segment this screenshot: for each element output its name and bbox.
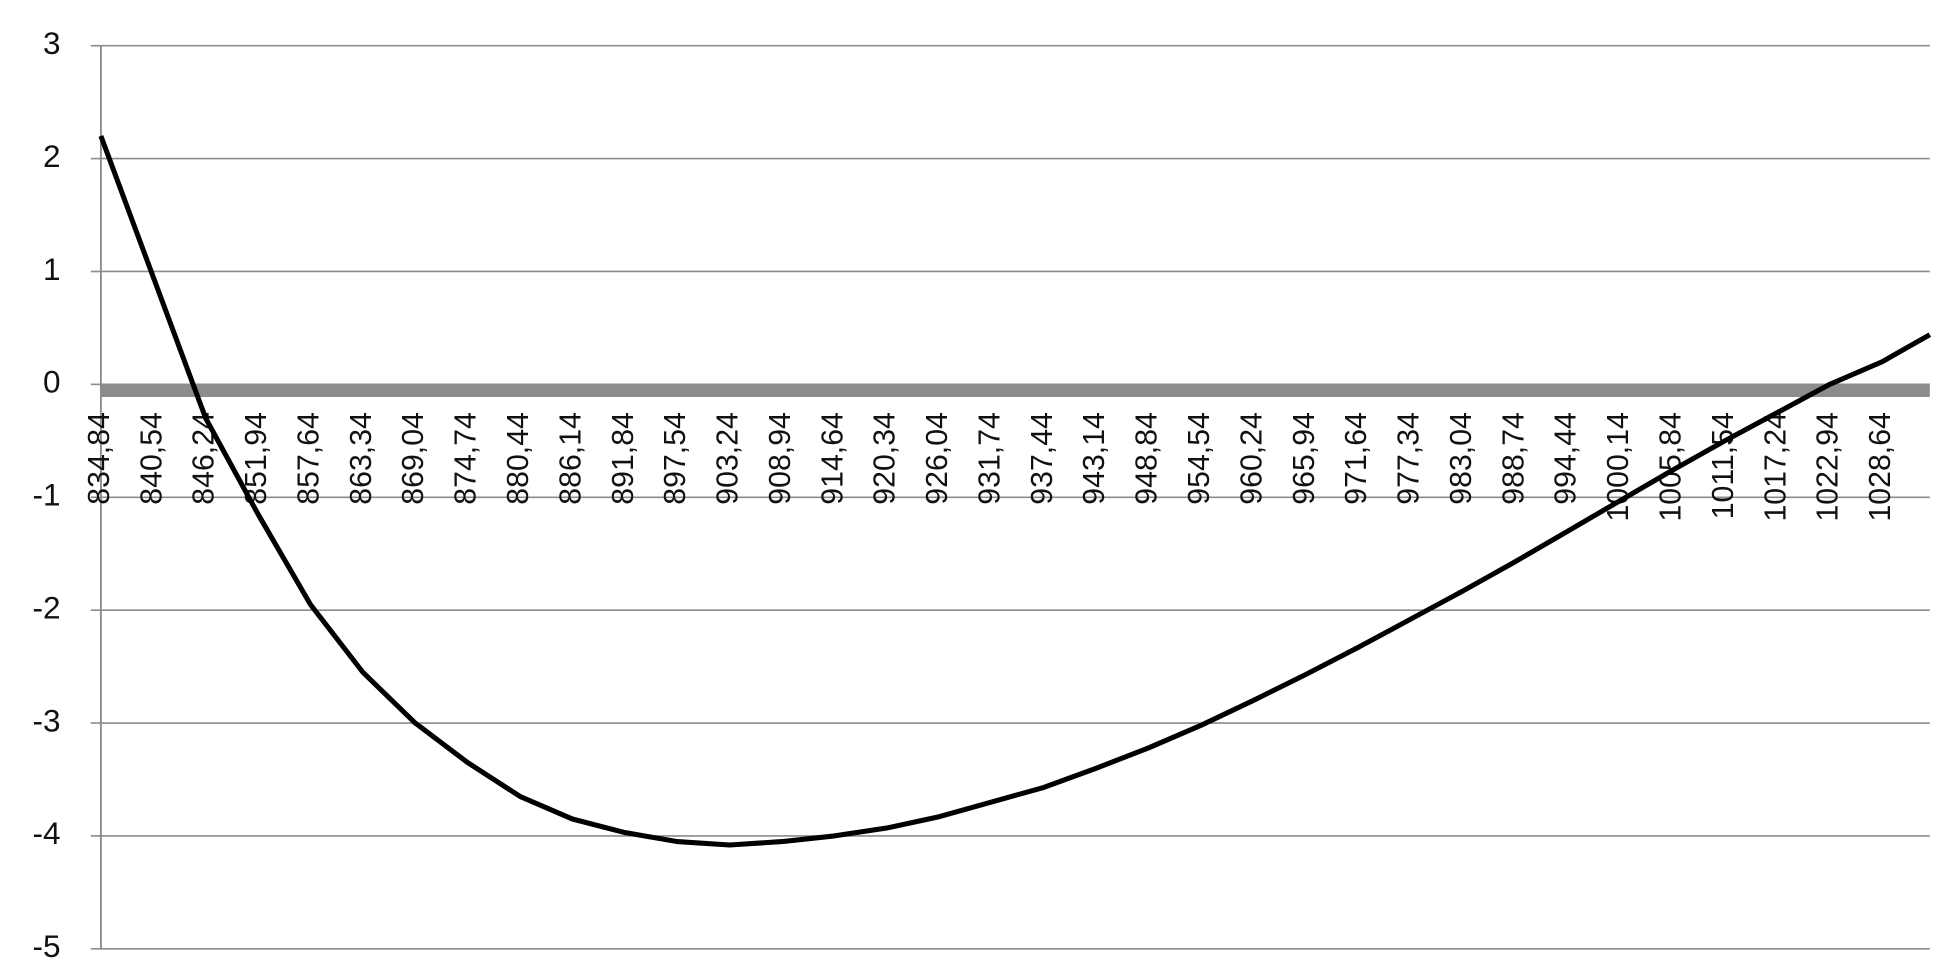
x-tick-label: 960,24 xyxy=(1235,412,1268,505)
x-tick-label: 1022,94 xyxy=(1812,412,1845,521)
x-tick-label: 1000,14 xyxy=(1602,412,1635,521)
x-tick-label: 891,84 xyxy=(607,412,640,505)
x-tick-label: 1011,54 xyxy=(1707,412,1740,519)
y-tick-label: 0 xyxy=(43,364,61,400)
x-tick-label: 863,34 xyxy=(345,412,378,505)
data-line xyxy=(98,135,1932,848)
x-tick-label: 983,04 xyxy=(1445,412,1478,505)
x-tick-label: 846,24 xyxy=(188,412,221,505)
x-tick-label: 908,94 xyxy=(764,412,797,505)
x-tick-label: 897,54 xyxy=(659,412,692,505)
x-tick-label: 994,44 xyxy=(1550,412,1583,505)
x-tick-label: 954,54 xyxy=(1183,412,1216,505)
x-tick-label: 903,24 xyxy=(712,412,745,505)
x-tick-label: 840,54 xyxy=(135,412,168,505)
x-tick-label: 988,74 xyxy=(1497,412,1530,505)
x-tick-label: 943,14 xyxy=(1078,412,1111,505)
x-tick-label: 874,74 xyxy=(450,412,483,505)
x-tick-label: 834,84 xyxy=(83,412,116,505)
x-tick-label: 1017,24 xyxy=(1759,412,1792,521)
y-tick-label: -4 xyxy=(33,815,61,851)
y-tick-label: -3 xyxy=(33,702,61,738)
x-tick-label: 926,04 xyxy=(921,412,954,505)
y-tick-label: 3 xyxy=(43,25,61,61)
x-tick-label: 869,04 xyxy=(397,412,430,505)
x-tick-label: 965,94 xyxy=(1288,412,1321,505)
x-tick-label: 937,44 xyxy=(1026,412,1059,505)
x-tick-label: 971,64 xyxy=(1340,412,1373,505)
y-tick-label: -5 xyxy=(33,928,61,963)
x-tick-label: 977,34 xyxy=(1393,412,1426,505)
y-tick-label: 1 xyxy=(43,251,61,287)
x-tick-label: 931,74 xyxy=(973,412,1006,505)
x-tick-label: 880,44 xyxy=(502,412,535,505)
y-tick-label: 2 xyxy=(43,138,61,174)
y-tick-label: -1 xyxy=(33,477,61,513)
x-tick-label: 920,34 xyxy=(869,412,902,505)
x-tick-label: 914,64 xyxy=(816,412,849,505)
x-tick-label: 857,64 xyxy=(292,412,325,505)
x-tick-label: 948,84 xyxy=(1131,412,1164,505)
y-tick-label: -2 xyxy=(33,589,61,625)
x-tick-label: 1028,64 xyxy=(1864,412,1897,521)
x-tick-label: 886,14 xyxy=(554,412,587,505)
